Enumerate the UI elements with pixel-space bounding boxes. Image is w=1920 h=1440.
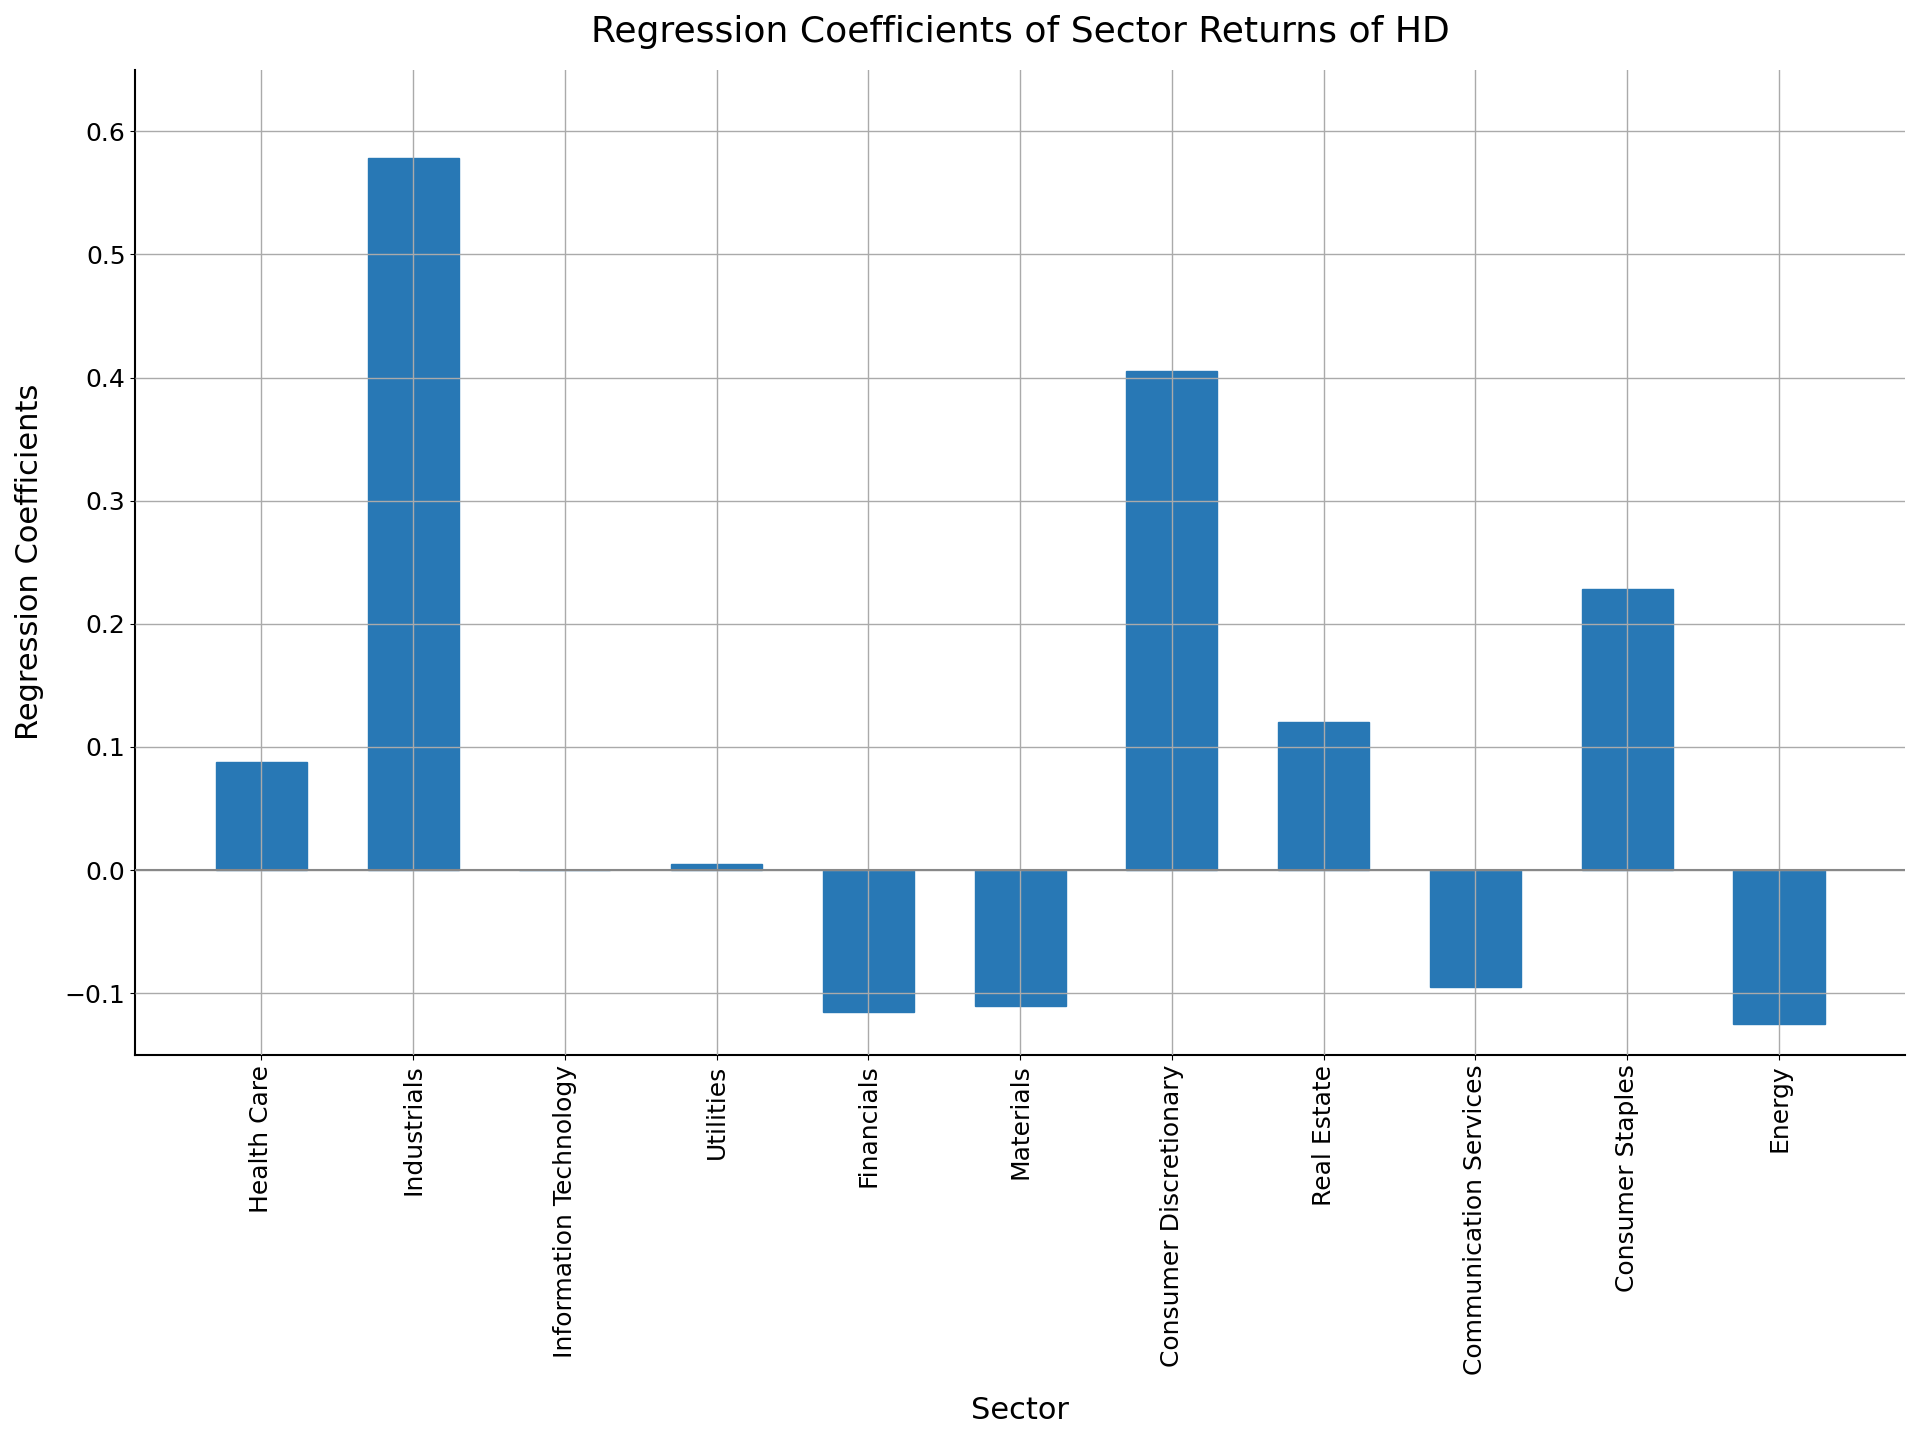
Title: Regression Coefficients of Sector Returns of HD: Regression Coefficients of Sector Return… — [591, 14, 1450, 49]
Bar — [1734, 870, 1824, 1024]
Bar — [1430, 870, 1521, 986]
Bar — [1582, 589, 1672, 870]
X-axis label: Sector: Sector — [972, 1395, 1069, 1426]
Bar — [672, 864, 762, 870]
Y-axis label: Regression Coefficients: Regression Coefficients — [15, 384, 44, 740]
Bar — [975, 870, 1066, 1005]
Bar — [215, 762, 307, 870]
Bar — [1127, 372, 1217, 870]
Bar — [367, 158, 459, 870]
Bar — [1279, 723, 1369, 870]
Bar — [824, 870, 914, 1012]
